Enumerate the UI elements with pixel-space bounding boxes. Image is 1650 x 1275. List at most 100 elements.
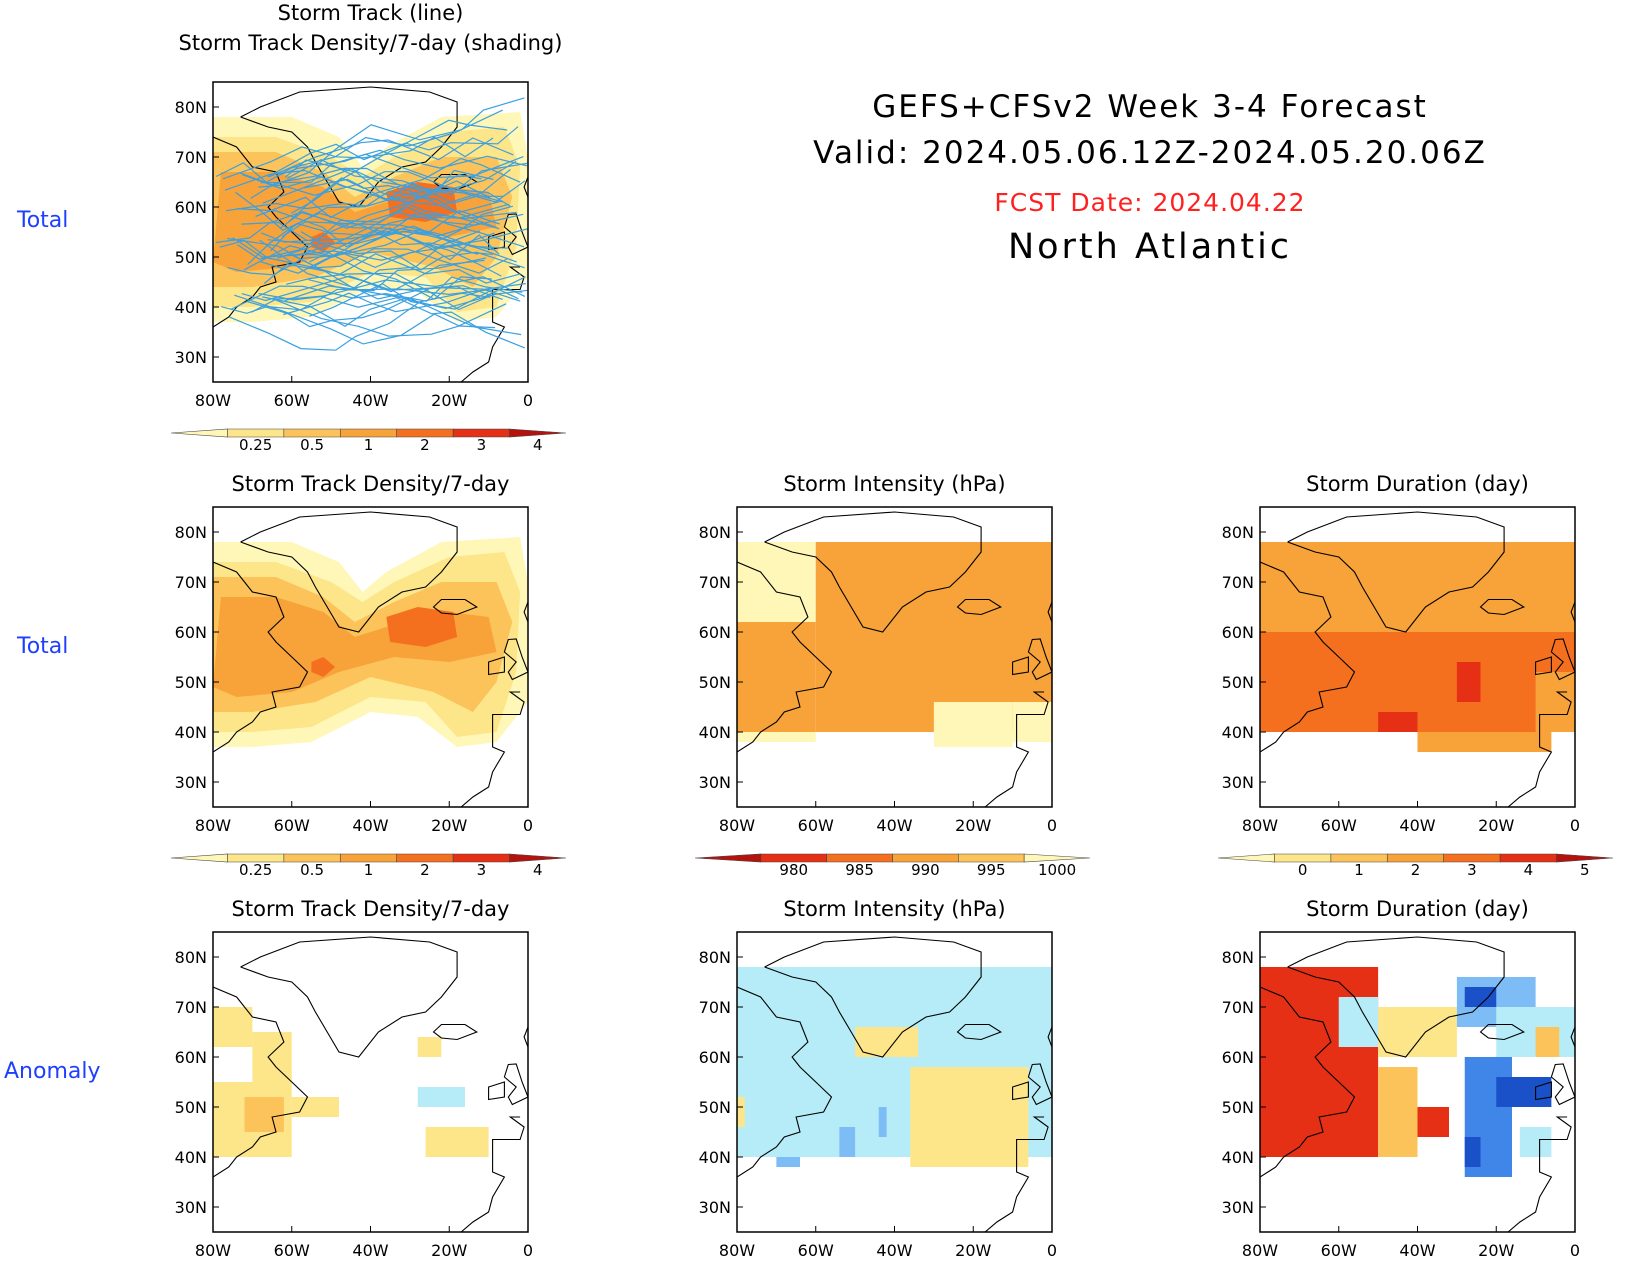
x-tick-label: 20W (955, 1241, 991, 1260)
ireland-coast (488, 1081, 505, 1101)
colorbar-label: 985 (845, 861, 874, 879)
colorbar: 0.25 0.5 1 2 3 4 (170, 428, 567, 454)
britain-coast (1550, 638, 1575, 681)
grid-cell (1464, 1137, 1481, 1167)
density-band-3-small (311, 657, 336, 677)
y-tick-label: 70N (1222, 998, 1254, 1017)
norway-coast (1047, 1026, 1052, 1048)
x-tick-label: 60W (798, 816, 834, 835)
colorbar-label: 980 (779, 861, 808, 879)
ireland-coast (1535, 1081, 1552, 1101)
x-tick-label: 80W (1242, 816, 1278, 835)
north-america-coast (737, 986, 833, 1178)
figure-title-block: GEFS+CFSv2 Week 3-4 Forecast Valid: 2024… (770, 84, 1530, 267)
panel-map-layer (1260, 511, 1575, 807)
grid-cell (1378, 1067, 1418, 1157)
x-tick-label: 0 (523, 1241, 533, 1260)
grid-cell (425, 1127, 489, 1157)
x-tick-label: 40W (876, 816, 912, 835)
iceland-coast (956, 1023, 1003, 1041)
storm-track-line (243, 221, 485, 271)
x-tick-label: 20W (431, 816, 467, 835)
y-tick-label: 50N (699, 1098, 731, 1117)
storm-track-line (237, 160, 517, 260)
y-tick-label: 60N (699, 1048, 731, 1067)
britain-coast (1027, 638, 1052, 681)
panel-title: Storm Intensity (hPa) (783, 472, 1005, 496)
storm-track-line (228, 292, 491, 351)
storm-track-line (284, 285, 528, 310)
panel-title: Storm Track Density/7-day (232, 897, 510, 921)
storm-track-line (261, 206, 525, 248)
norway-coast (523, 601, 528, 623)
greenland-coast (240, 511, 458, 633)
grid-cell (1378, 712, 1418, 732)
panel-mid-density: Storm Track Density/7-day 80W 60W 40W 20W 0 80… (170, 472, 567, 879)
y-tick-label: 70N (175, 998, 207, 1017)
colorbar-label: 2 (420, 861, 430, 879)
x-tick-label: 80W (719, 816, 755, 835)
storm-track-line (250, 167, 494, 199)
storm-track-line (285, 272, 498, 311)
grid-cell (1417, 732, 1552, 752)
y-tick-label: 80N (699, 948, 731, 967)
x-tick-label: 0 (1570, 1241, 1580, 1260)
colorbar-label: 0.25 (239, 861, 272, 879)
europe-africa-coast (1507, 1116, 1572, 1232)
y-tick-label: 50N (1222, 673, 1254, 692)
y-tick-label: 30N (1222, 1198, 1254, 1217)
britain-coast (503, 1063, 528, 1106)
storm-track-line (251, 299, 507, 337)
storm-track-line (258, 292, 526, 349)
iceland-coast (432, 598, 479, 616)
britain-coast (1550, 1063, 1575, 1106)
panel-map-layer (737, 511, 1052, 807)
grid-cell (815, 542, 1052, 732)
norway-coast (523, 1026, 528, 1048)
colorbar-label: 0.25 (239, 436, 272, 454)
britain-coast (503, 638, 528, 681)
panel-map-layer (1260, 936, 1575, 1232)
storm-track-line (259, 239, 526, 300)
north-america-coast (213, 136, 309, 328)
north-america-coast (1260, 986, 1356, 1178)
x-tick-label: 80W (719, 1241, 755, 1260)
grid-cell (252, 1032, 292, 1082)
y-tick-label: 60N (699, 623, 731, 642)
y-tick-label: 40N (1222, 723, 1254, 742)
y-tick-label: 80N (175, 523, 207, 542)
colorbar-label: 1000 (1038, 861, 1076, 879)
grid-cell (933, 702, 1013, 747)
x-tick-label: 60W (274, 816, 310, 835)
y-tick-label: 40N (175, 1148, 207, 1167)
storm-track-line (219, 239, 485, 293)
storm-track-line (258, 170, 503, 197)
colorbar-label: 990 (911, 861, 940, 879)
y-tick-label: 30N (175, 1198, 207, 1217)
y-tick-label: 30N (699, 1198, 731, 1217)
y-tick-label: 80N (175, 98, 207, 117)
x-tick-label: 80W (1242, 1241, 1278, 1260)
y-tick-label: 70N (1222, 573, 1254, 592)
x-tick-label: 40W (1399, 1241, 1435, 1260)
colorbar-label: 3 (477, 861, 487, 879)
y-tick-label: 60N (1222, 623, 1254, 642)
colorbar: 0.25 0.5 1 2 3 4 (170, 853, 567, 879)
panel-title: Storm Intensity (hPa) (783, 897, 1005, 921)
storm-track-line (227, 230, 481, 290)
y-tick-label: 40N (699, 1148, 731, 1167)
storm-track-line (288, 205, 514, 261)
density-band-3 (386, 607, 458, 647)
grid-cell (1496, 1077, 1552, 1107)
colorbar-label: 1 (1354, 861, 1364, 879)
grid-cell (894, 592, 1013, 632)
y-tick-label: 60N (175, 1048, 207, 1067)
storm-track-line (262, 168, 526, 204)
colorbar-label: 0 (1298, 861, 1308, 879)
grid-cell (1464, 987, 1497, 1007)
greenland-coast (240, 936, 458, 1058)
colorbar-label: 1 (364, 861, 374, 879)
colorbar-swatch (509, 428, 567, 438)
storm-track-line (300, 231, 525, 271)
